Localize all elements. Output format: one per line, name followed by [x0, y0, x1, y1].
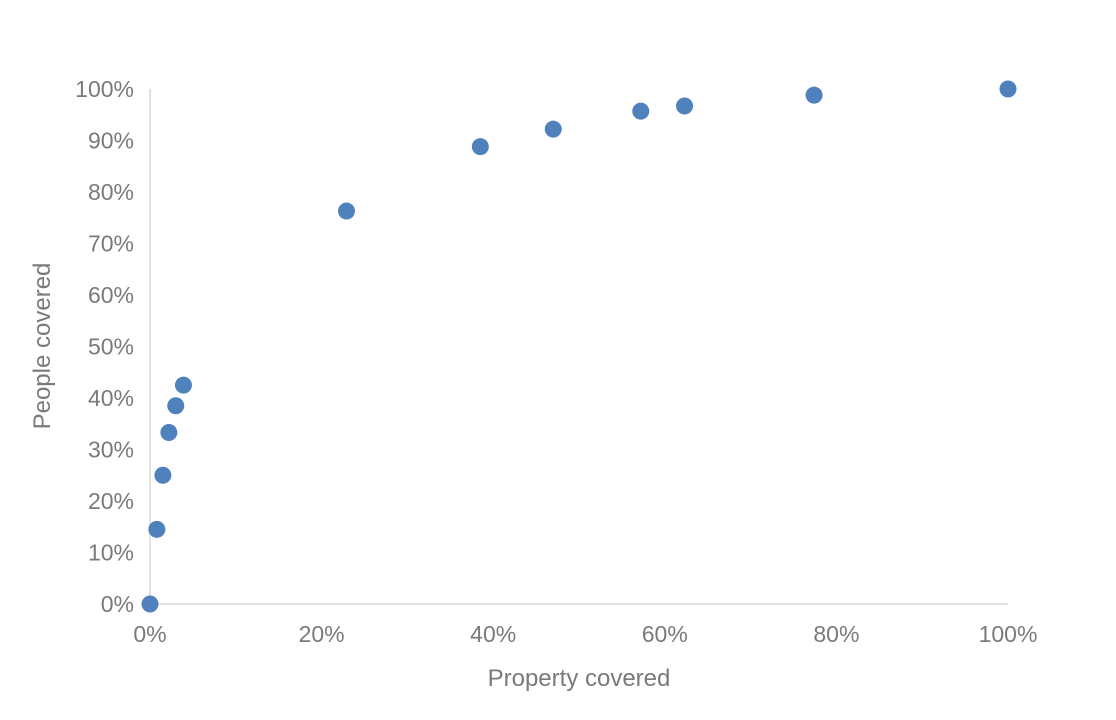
y-tick-label: 50% [88, 334, 134, 360]
x-tick-label: 60% [642, 621, 688, 647]
scatter-point [676, 97, 694, 115]
scatter-point [805, 86, 823, 104]
x-axis-title: Property covered [488, 665, 671, 692]
y-tick-label: 100% [75, 76, 134, 102]
scatter-point [167, 397, 185, 415]
y-tick-label: 70% [88, 231, 134, 257]
scatter-point [999, 80, 1017, 98]
x-tick-label: 20% [299, 621, 345, 647]
scatter-point [632, 102, 650, 120]
data-points [141, 80, 1017, 613]
x-tick-label: 40% [470, 621, 516, 647]
scatter-point [471, 138, 489, 156]
scatter-point [544, 120, 562, 138]
scatter-point [174, 376, 192, 394]
scatter-point [148, 520, 166, 538]
x-tick-label: 100% [979, 621, 1038, 647]
y-tick-label: 40% [88, 385, 134, 411]
y-tick-label: 0% [101, 591, 134, 617]
y-tick-label: 80% [88, 179, 134, 205]
scatter-point [160, 424, 178, 442]
axes [149, 89, 1008, 605]
scatter-point [337, 202, 355, 220]
x-tick-label: 0% [133, 621, 166, 647]
y-tick-label: 90% [88, 128, 134, 154]
scatter-point [141, 595, 159, 613]
y-tick-label: 20% [88, 488, 134, 514]
y-tick-labels: 0% 10% 20% 30% 40% 50% 60% 70% 80% 90% 100% [75, 76, 134, 617]
x-tick-labels: 0% 20% 40% 60% 80% 100% [133, 621, 1037, 647]
scatter-point [154, 466, 172, 484]
y-tick-label: 60% [88, 282, 134, 308]
y-tick-label: 10% [88, 540, 134, 566]
y-tick-label: 30% [88, 437, 134, 463]
y-axis-title: People covered [29, 263, 56, 430]
x-tick-label: 80% [813, 621, 859, 647]
